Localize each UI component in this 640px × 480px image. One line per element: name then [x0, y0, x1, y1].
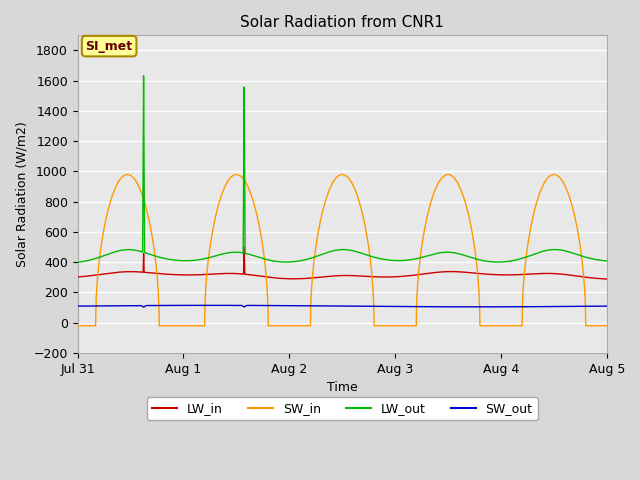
SW_out — [170, 302, 178, 308]
SW_out — [140, 304, 147, 310]
SW_in — [74, 323, 81, 329]
LW_in — [276, 276, 284, 281]
LW_in — [468, 270, 476, 276]
SW_in — [468, 232, 476, 238]
LW_in — [170, 272, 178, 277]
Title: Solar Radiation from CNR1: Solar Radiation from CNR1 — [240, 15, 444, 30]
LW_out — [140, 73, 147, 79]
SW_out — [469, 304, 477, 310]
Legend: LW_in, SW_in, LW_out, SW_out: LW_in, SW_in, LW_out, SW_out — [147, 397, 538, 420]
SW_in — [276, 323, 284, 329]
LW_out — [276, 259, 284, 264]
Line: LW_in: LW_in — [77, 247, 607, 279]
LW_out — [509, 258, 516, 264]
SW_in — [418, 242, 426, 248]
X-axis label: Time: Time — [327, 381, 358, 394]
SW_out — [509, 304, 516, 310]
LW_in — [418, 271, 426, 277]
LW_out — [468, 255, 476, 261]
SW_in — [170, 323, 178, 329]
Y-axis label: Solar Radiation (W/m2): Solar Radiation (W/m2) — [15, 121, 28, 267]
SW_out — [418, 304, 426, 310]
LW_out — [170, 257, 178, 263]
SW_out — [603, 303, 611, 309]
LW_out — [74, 259, 81, 265]
Text: SI_met: SI_met — [86, 40, 132, 53]
SW_out — [392, 304, 399, 310]
SW_out — [276, 303, 284, 309]
SW_out — [206, 302, 214, 308]
Line: LW_out: LW_out — [77, 76, 607, 262]
Line: SW_in: SW_in — [77, 175, 607, 326]
SW_out — [74, 303, 81, 309]
Line: SW_out: SW_out — [77, 305, 607, 307]
LW_out — [603, 258, 611, 264]
LW_in — [391, 274, 399, 280]
SW_in — [509, 323, 516, 329]
LW_in — [509, 272, 516, 278]
LW_out — [418, 254, 426, 260]
SW_in — [391, 323, 399, 329]
LW_in — [240, 244, 248, 250]
LW_out — [391, 258, 399, 264]
SW_in — [124, 172, 131, 178]
LW_in — [74, 274, 81, 280]
LW_in — [603, 276, 611, 282]
SW_in — [603, 323, 611, 329]
